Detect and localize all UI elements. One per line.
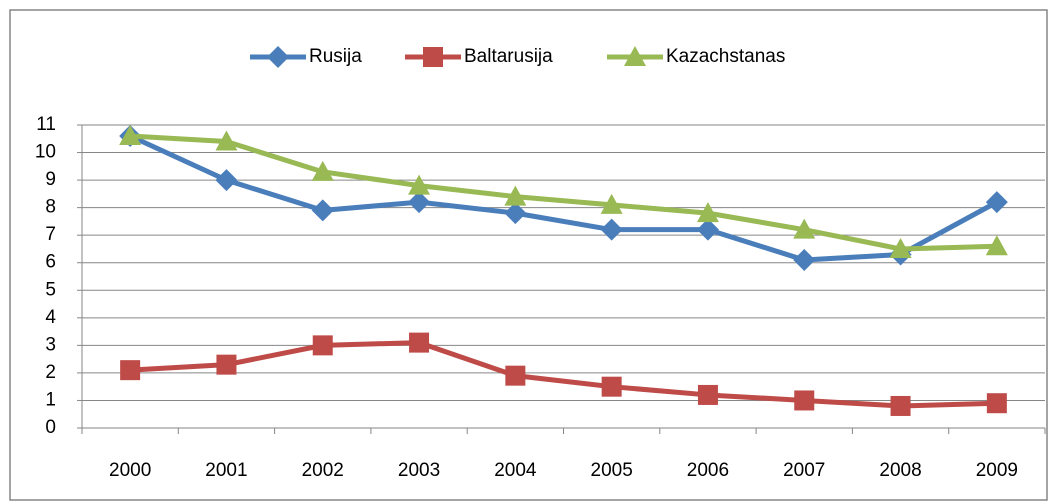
y-tick-label: 7 <box>45 224 56 245</box>
point <box>697 384 718 405</box>
point <box>696 202 719 223</box>
point <box>311 199 334 222</box>
point <box>215 169 238 192</box>
point <box>793 218 816 239</box>
point <box>986 393 1007 414</box>
point <box>409 332 430 353</box>
x-tick-label: 2004 <box>494 460 537 481</box>
point <box>505 365 526 386</box>
y-tick-label: 10 <box>35 142 56 163</box>
point <box>600 193 623 214</box>
point <box>601 376 622 397</box>
point <box>794 390 815 411</box>
point <box>311 160 334 181</box>
y-tick-label: 2 <box>45 362 56 383</box>
y-tick-label: 4 <box>45 307 56 328</box>
x-tick-label: 2001 <box>205 460 247 481</box>
point <box>985 191 1008 214</box>
point <box>408 174 431 195</box>
x-tick-label: 2007 <box>783 460 825 481</box>
legend-label: Rusija <box>309 46 362 67</box>
x-tick-label: 2008 <box>879 460 921 481</box>
point <box>119 125 142 146</box>
point <box>504 202 527 225</box>
y-tick-label: 5 <box>45 279 56 300</box>
legend-marker <box>267 46 289 68</box>
point <box>793 248 816 271</box>
point <box>312 335 333 356</box>
y-tick-label: 11 <box>36 114 56 135</box>
point <box>504 185 527 206</box>
point <box>408 191 431 214</box>
y-tick-label: 0 <box>45 417 56 438</box>
y-tick-label: 1 <box>45 389 56 410</box>
x-tick-label: 2006 <box>687 460 729 481</box>
y-tick-label: 9 <box>45 169 56 190</box>
legend-marker <box>624 46 646 66</box>
legend-marker <box>423 47 443 67</box>
y-tick-label: 6 <box>45 252 56 273</box>
series-line <box>130 133 997 252</box>
point <box>215 130 238 151</box>
legend-label: Kazachstanas <box>666 46 785 67</box>
point <box>600 218 623 241</box>
point <box>889 237 912 258</box>
y-tick-label: 3 <box>45 334 56 355</box>
point <box>120 360 141 381</box>
point <box>696 218 719 241</box>
legend-label: Baltarusija <box>464 46 553 67</box>
x-tick-label: 2003 <box>398 460 440 481</box>
series-line <box>129 133 999 263</box>
point <box>216 354 237 375</box>
x-tick-label: 2009 <box>976 460 1018 481</box>
y-tick-label: 8 <box>45 197 56 218</box>
point <box>890 395 911 416</box>
x-tick-label: 2000 <box>109 460 151 481</box>
point <box>985 235 1008 256</box>
x-tick-label: 2005 <box>591 460 633 481</box>
x-tick-label: 2002 <box>302 460 344 481</box>
series-line <box>130 340 997 409</box>
